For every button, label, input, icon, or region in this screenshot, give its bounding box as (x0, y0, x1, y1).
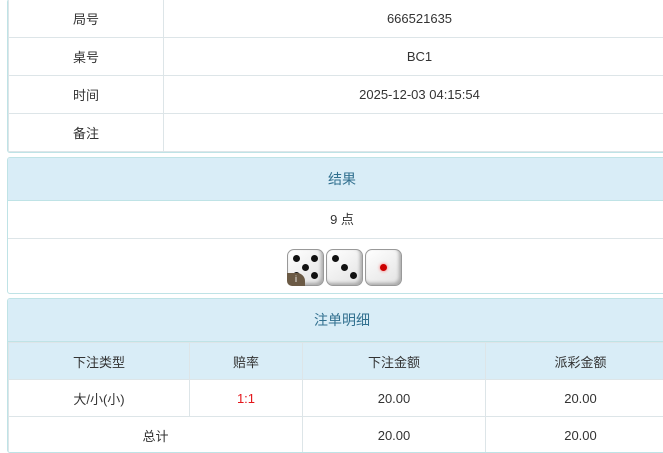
payout: 20.00 (485, 379, 663, 417)
value: 2025-12-03 04:15:54 (163, 75, 663, 114)
col-bet-type: 下注类型 (8, 342, 190, 380)
label: 备注 (8, 113, 164, 152)
total-amount: 20.00 (302, 416, 486, 452)
label: 桌号 (8, 37, 164, 76)
total-payout: 20.00 (485, 416, 663, 452)
bet-detail-panel: 注单明细 下注类型 赔率 下注金额 派彩金额 大/小(小) 1:1 20.00 … (7, 298, 663, 453)
pip (380, 263, 387, 271)
label: 时间 (8, 75, 164, 114)
bet-type: 大/小(小) (8, 379, 190, 417)
pip (293, 254, 301, 262)
amount: 20.00 (302, 379, 486, 417)
info-row-table: 桌号 BC1 (8, 37, 663, 76)
total-row: 总计 20.00 20.00 (8, 416, 663, 452)
info-row-round: 局号 666521635 (8, 0, 663, 38)
value: 666521635 (163, 0, 663, 38)
total-label: 总计 (8, 416, 303, 452)
pip (310, 254, 318, 262)
table-row: 大/小(小) 1:1 20.00 20.00 (8, 379, 663, 417)
die-face-3-icon (326, 248, 363, 286)
pip (302, 263, 309, 271)
result-title: 结果 (8, 158, 663, 201)
die-face-5-icon: i (287, 248, 324, 286)
die-face-1-icon (365, 248, 402, 286)
pip (310, 272, 318, 280)
col-payout: 派彩金额 (485, 342, 663, 380)
odds: 1:1 (189, 379, 303, 417)
pip (349, 272, 357, 280)
pip (341, 263, 348, 271)
bet-detail-title: 注单明细 (8, 299, 663, 342)
value: BC1 (163, 37, 663, 76)
table-header: 下注类型 赔率 下注金额 派彩金额 (8, 342, 663, 380)
info-badge-icon[interactable]: i (287, 272, 305, 286)
result-points: 9 点 (8, 201, 663, 239)
label: 局号 (8, 0, 164, 38)
pip (332, 254, 340, 262)
info-row-time: 时间 2025-12-03 04:15:54 (8, 75, 663, 114)
result-panel: 结果 9 点 i (7, 157, 663, 294)
col-amount: 下注金额 (302, 342, 486, 380)
dice-row: i (8, 239, 663, 293)
value (163, 113, 663, 152)
info-row-remark: 备注 (8, 113, 663, 152)
col-odds: 赔率 (189, 342, 303, 380)
info-panel: 局号 666521635 桌号 BC1 时间 2025-12-03 04:15:54 … (7, 0, 663, 153)
